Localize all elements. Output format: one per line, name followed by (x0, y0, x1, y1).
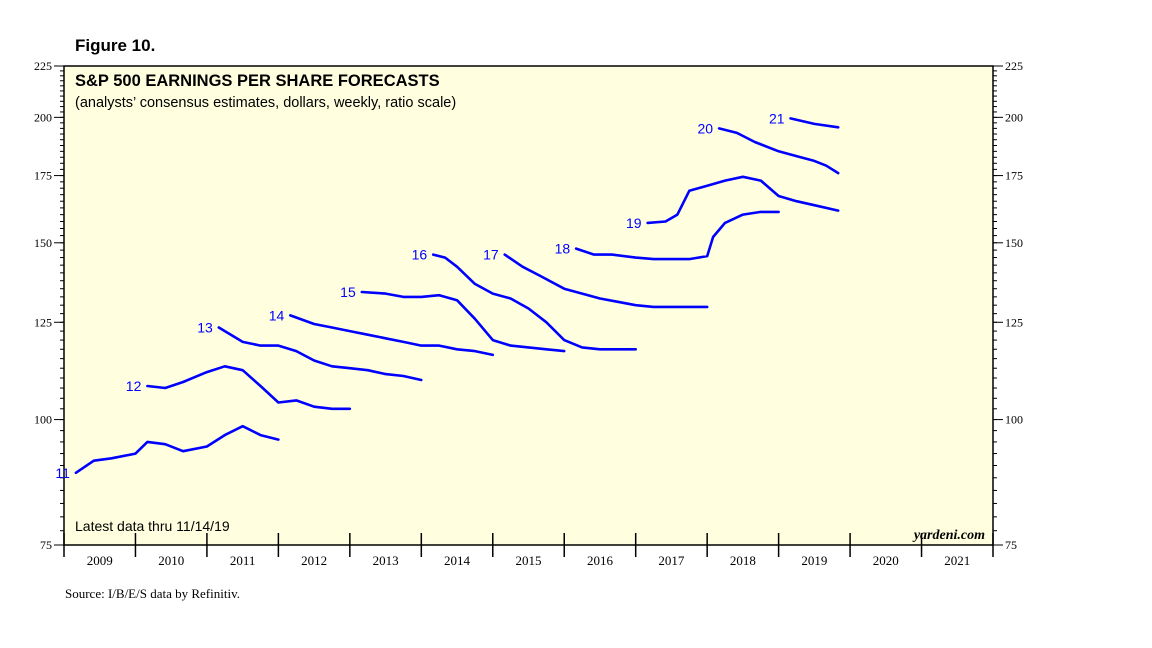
source-note: Source: I/B/E/S data by Refinitiv. (65, 586, 240, 601)
series-label-15: 15 (340, 284, 356, 300)
y-tick-label-left: 75 (40, 538, 52, 552)
x-tick-label: 2013 (373, 553, 399, 568)
series-label-19: 19 (626, 215, 642, 231)
x-tick-label: 2021 (944, 553, 970, 568)
series-label-14: 14 (269, 307, 285, 323)
chart-subtitle: (analysts’ consensus estimates, dollars,… (75, 95, 456, 111)
y-tick-label-left: 125 (34, 315, 52, 329)
series-label-21: 21 (769, 110, 785, 126)
series-label-12: 12 (126, 378, 142, 394)
series-line-17 (503, 253, 709, 309)
figure-label: Figure 10. (75, 36, 156, 55)
y-tick-label-right: 225 (1005, 59, 1023, 73)
series-label-18: 18 (555, 241, 571, 257)
series-line-12 (146, 365, 352, 411)
y-tick-label-left: 225 (34, 59, 52, 73)
series-line-16 (431, 253, 637, 351)
y-tick-label-right: 175 (1005, 169, 1023, 183)
series-line-13 (217, 326, 423, 382)
series-label-11: 11 (55, 465, 70, 481)
x-tick-label: 2012 (301, 553, 327, 568)
x-tick-label: 2018 (730, 553, 756, 568)
series-line-20 (717, 127, 840, 175)
y-tick-label-left: 175 (34, 169, 52, 183)
series-line-19 (646, 175, 840, 225)
series-line-11 (74, 424, 280, 475)
x-tick-label: 2010 (158, 553, 184, 568)
x-tick-label: 2015 (516, 553, 542, 568)
latest-data-note: Latest data thru 11/14/19 (75, 518, 230, 534)
y-tick-label-right: 75 (1005, 538, 1017, 552)
series-line-18 (574, 210, 780, 261)
x-tick-label: 2011 (230, 553, 256, 568)
series-label-20: 20 (697, 120, 713, 136)
y-tick-label-left: 100 (34, 413, 52, 427)
chart-title: S&P 500 EARNINGS PER SHARE FORECASTS (75, 72, 440, 90)
series-label-17: 17 (483, 247, 499, 263)
plot-area (63, 65, 994, 546)
series-layer: 11 12 13 14 15 16 17 18 19 20 21 (55, 110, 840, 481)
y-tick-label-right: 125 (1005, 315, 1023, 329)
x-tick-label: 2019 (801, 553, 827, 568)
series-line-21 (789, 117, 840, 129)
x-tick-label: 2014 (444, 553, 471, 568)
y-tick-label-left: 200 (34, 110, 52, 124)
y-tick-label-left: 150 (34, 236, 52, 250)
series-line-14 (289, 314, 495, 357)
x-axis: 2009 2010 2011 2012 2013 2014 2015 2016 2017 2018… (63, 533, 994, 568)
y-tick-label-right: 150 (1005, 236, 1023, 250)
x-tick-label: 2009 (87, 553, 113, 568)
y-axis: 75 75 100 100 125 125 150 150 175 175 200 200 225 225 (34, 59, 1023, 552)
series-line-15 (360, 290, 566, 353)
x-tick-label: 2016 (587, 553, 614, 568)
x-tick-label: 2020 (873, 553, 899, 568)
y-tick-label-right: 100 (1005, 413, 1023, 427)
series-label-16: 16 (412, 247, 428, 263)
y-tick-label-right: 200 (1005, 110, 1023, 124)
series-label-13: 13 (197, 320, 213, 336)
watermark: yardeni.com (912, 528, 985, 543)
x-tick-label: 2017 (658, 553, 685, 568)
